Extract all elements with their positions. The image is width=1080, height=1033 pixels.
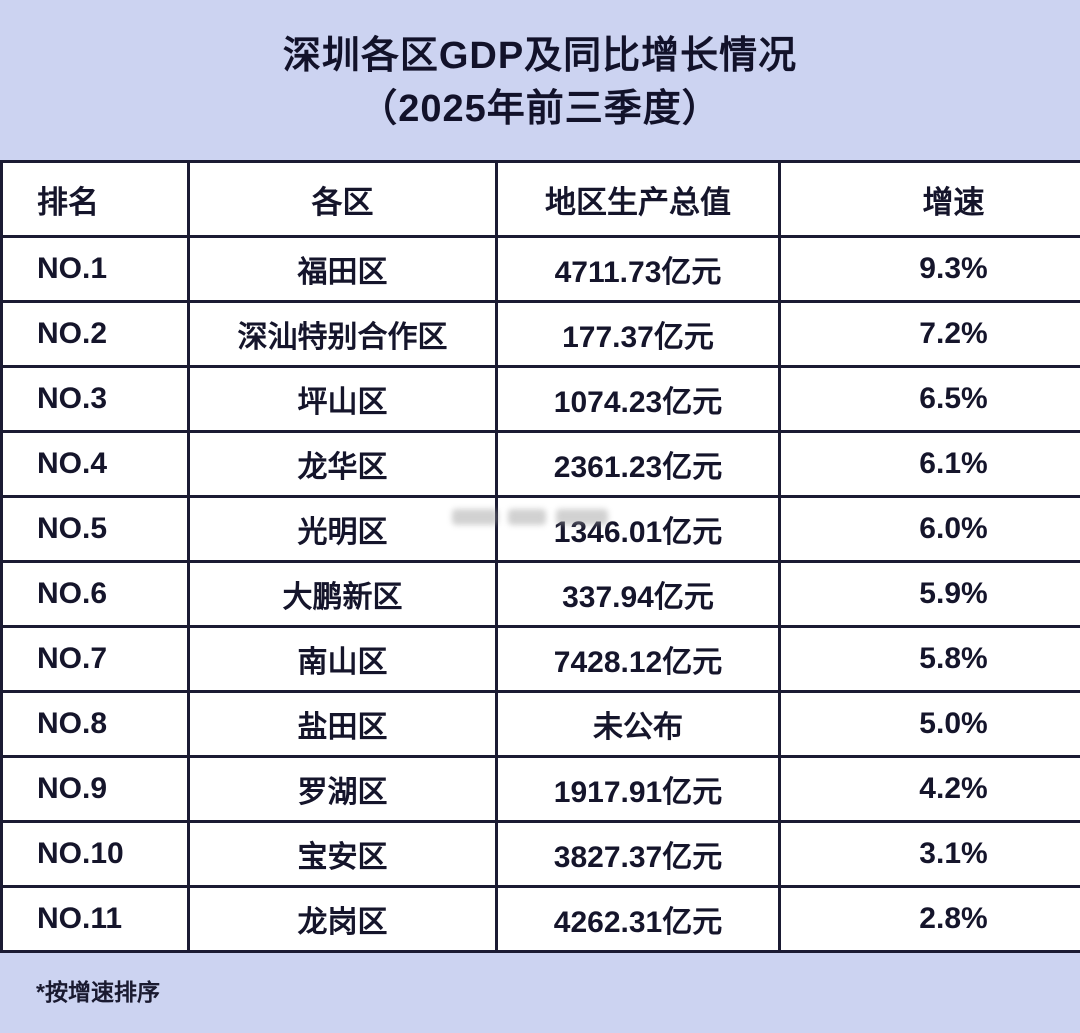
- gdp-cell: 1917.91亿元: [495, 755, 781, 824]
- rank-cell: NO.8: [0, 690, 190, 759]
- growth-cell: 9.3%: [778, 235, 1080, 304]
- gdp-cell: 1074.23亿元: [495, 365, 781, 434]
- table-row: NO.11 龙岗区 4262.31亿元 2.8%: [0, 885, 1080, 954]
- district-cell: 南山区: [187, 625, 498, 694]
- table-body: NO.1 福田区 4711.73亿元 9.3% NO.2 深汕特别合作区 177.37亿元 7…: [0, 235, 1080, 954]
- rank-cell: NO.9: [0, 755, 190, 824]
- page-title-line2: （2025年前三季度）: [359, 88, 721, 131]
- table-row: NO.4 龙华区 2361.23亿元 6.1%: [0, 430, 1080, 499]
- growth-cell: 5.9%: [778, 560, 1080, 629]
- rank-cell: NO.4: [0, 430, 190, 499]
- rank-cell: NO.3: [0, 365, 190, 434]
- table-row: NO.5 光明区 1346.01亿元 6.0%: [0, 495, 1080, 564]
- gdp-cell: 1346.01亿元: [495, 495, 781, 564]
- growth-cell: 2.8%: [778, 885, 1080, 954]
- gdp-table: 排名 各区 地区生产总值 增速 NO.1 福田区 4711.73亿元 9.3% NO.2…: [0, 160, 1080, 954]
- gdp-cell: 未公布: [495, 690, 781, 759]
- rank-cell: NO.10: [0, 820, 190, 889]
- rank-cell: NO.11: [0, 885, 190, 954]
- rank-cell: NO.1: [0, 235, 190, 304]
- table-header-row: 排名 各区 地区生产总值 增速: [0, 160, 1080, 239]
- rank-cell: NO.5: [0, 495, 190, 564]
- table-row: NO.9 罗湖区 1917.91亿元 4.2%: [0, 755, 1080, 824]
- page-title-line1: 深圳各区GDP及同比增长情况: [282, 35, 798, 77]
- table-row: NO.7 南山区 7428.12亿元 5.8%: [0, 625, 1080, 694]
- district-cell: 坪山区: [187, 365, 498, 434]
- growth-cell: 6.5%: [778, 365, 1080, 434]
- table-row: NO.3 坪山区 1074.23亿元 6.5%: [0, 365, 1080, 434]
- table-row: NO.2 深汕特别合作区 177.37亿元 7.2%: [0, 300, 1080, 369]
- district-cell: 罗湖区: [187, 755, 498, 824]
- gdp-cell: 3827.37亿元: [495, 820, 781, 889]
- growth-cell: 5.0%: [778, 690, 1080, 759]
- table-row: NO.10 宝安区 3827.37亿元 3.1%: [0, 820, 1080, 889]
- gdp-cell: 7428.12亿元: [495, 625, 781, 694]
- gdp-cell: 4711.73亿元: [495, 235, 781, 304]
- rank-cell: NO.2: [0, 300, 190, 369]
- gdp-cell: 177.37亿元: [495, 300, 781, 369]
- growth-cell: 4.2%: [778, 755, 1080, 824]
- growth-cell: 7.2%: [778, 300, 1080, 369]
- page-title: 深圳各区GDP及同比增长情况 （2025年前三季度）: [0, 0, 1080, 136]
- header-gdp: 地区生产总值: [495, 160, 781, 239]
- header-growth: 增速: [778, 160, 1080, 239]
- table-row: NO.1 福田区 4711.73亿元 9.3%: [0, 235, 1080, 304]
- gdp-cell: 2361.23亿元: [495, 430, 781, 499]
- rank-cell: NO.6: [0, 560, 190, 629]
- growth-cell: 6.1%: [778, 430, 1080, 499]
- district-cell: 龙华区: [187, 430, 498, 499]
- district-cell: 龙岗区: [187, 885, 498, 954]
- table-header: 排名 各区 地区生产总值 增速: [0, 160, 1080, 239]
- rank-cell: NO.7: [0, 625, 190, 694]
- gdp-cell: 337.94亿元: [495, 560, 781, 629]
- district-cell: 盐田区: [187, 690, 498, 759]
- district-cell: 深汕特别合作区: [187, 300, 498, 369]
- gdp-cell: 4262.31亿元: [495, 885, 781, 954]
- table-row: NO.6 大鹏新区 337.94亿元 5.9%: [0, 560, 1080, 629]
- footnote: *按增速排序: [36, 979, 160, 1006]
- table-row: NO.8 盐田区 未公布 5.0%: [0, 690, 1080, 759]
- district-cell: 光明区: [187, 495, 498, 564]
- growth-cell: 5.8%: [778, 625, 1080, 694]
- growth-cell: 3.1%: [778, 820, 1080, 889]
- district-cell: 大鹏新区: [187, 560, 498, 629]
- district-cell: 宝安区: [187, 820, 498, 889]
- header-rank: 排名: [0, 160, 190, 239]
- growth-cell: 6.0%: [778, 495, 1080, 564]
- district-cell: 福田区: [187, 235, 498, 304]
- header-district: 各区: [187, 160, 498, 239]
